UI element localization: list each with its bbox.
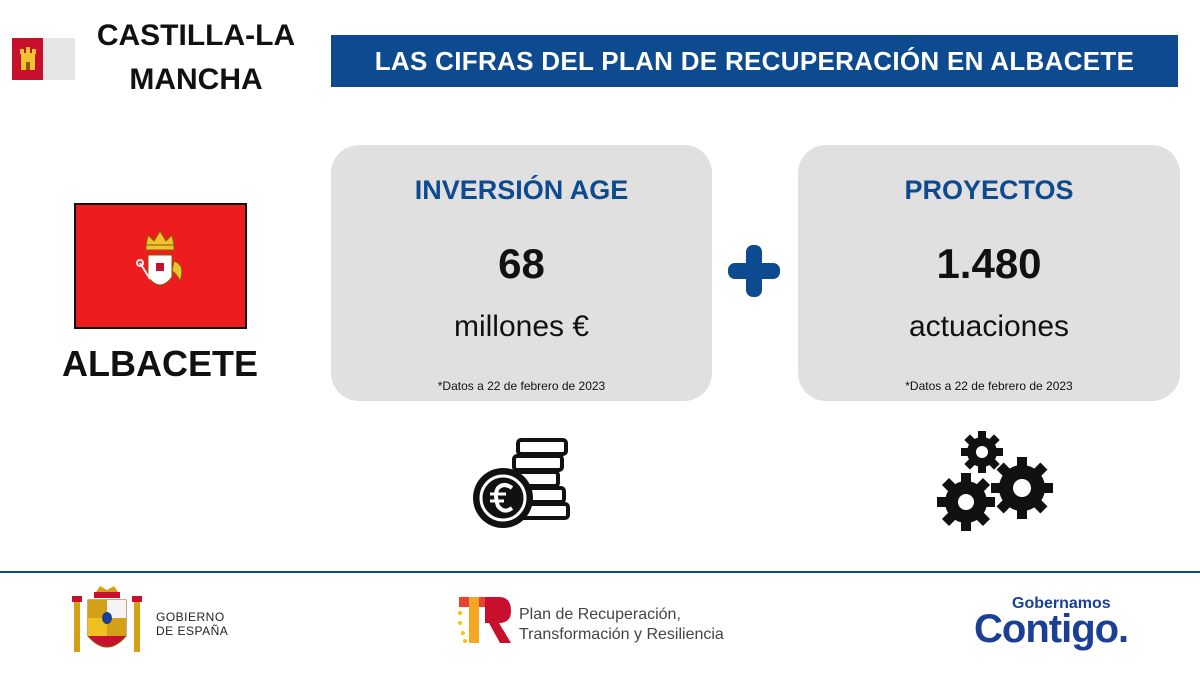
gobierno-text: GOBIERNO DE ESPAÑA	[156, 610, 228, 638]
gobernamos-contigo-logo: Gobernamos Contigo.	[970, 593, 1170, 653]
spain-coat-of-arms-icon	[72, 586, 142, 652]
prtr-line-2: Transformación y Resiliencia	[519, 626, 724, 643]
plus-icon	[725, 242, 783, 300]
prtr-line-1: Plan de Recuperación,	[519, 606, 681, 623]
contigo-big-text: Contigo.	[974, 607, 1129, 651]
albacete-flag	[74, 203, 247, 329]
projects-heading: PROYECTOS	[904, 175, 1074, 205]
prtr-mark-icon	[458, 597, 511, 643]
investment-card: INVERSIÓN AGE 68 millones € *Datos a 22 …	[331, 145, 712, 401]
footer-divider	[0, 571, 1200, 573]
prtr-text: Plan de Recuperación, Transformación y R…	[519, 605, 724, 645]
page-title-bar: LAS CIFRAS DEL PLAN DE RECUPERACIÓN EN A…	[331, 35, 1178, 87]
investment-unit: millones €	[453, 310, 590, 343]
investment-heading: INVERSIÓN AGE	[414, 175, 629, 205]
gov-line-2: DE ESPAÑA	[156, 624, 229, 638]
region-name: CASTILLA-LA MANCHA	[96, 19, 296, 96]
projects-unit: actuaciones	[908, 310, 1070, 343]
investment-note: *Datos a 22 de febrero de 2023	[437, 379, 606, 393]
city-name: ALBACETE	[62, 343, 258, 384]
contigo-small-text: Gobernamos	[1012, 595, 1111, 612]
euro-coins-icon	[470, 436, 572, 530]
projects-value: 1.480	[936, 240, 1042, 287]
castilla-la-mancha-flag	[12, 38, 75, 80]
gobierno-de-espana-logo: GOBIERNO DE ESPAÑA	[70, 586, 270, 662]
gears-icon	[934, 430, 1056, 534]
projects-note: *Datos a 22 de febrero de 2023	[905, 379, 1073, 393]
projects-card: PROYECTOS 1.480 actuaciones *Datos a 22 …	[798, 145, 1180, 401]
gov-line-1: GOBIERNO	[156, 610, 225, 624]
page-title: LAS CIFRAS DEL PLAN DE RECUPERACIÓN EN A…	[374, 45, 1135, 76]
prtr-logo: Plan de Recuperación, Transformación y R…	[455, 593, 775, 653]
investment-value: 68	[498, 240, 545, 287]
